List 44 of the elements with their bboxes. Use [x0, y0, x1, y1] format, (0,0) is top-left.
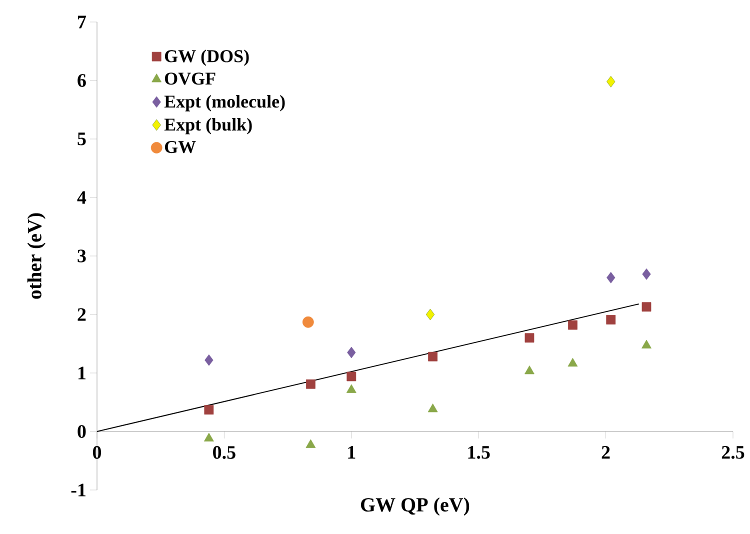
legend-label: OVGF [164, 72, 216, 85]
y-tick-label: 6 [78, 74, 86, 87]
point [642, 268, 651, 280]
point [606, 272, 616, 284]
x-axis-title: GW QP (eV) [360, 498, 470, 516]
x-tick-label: 1 [348, 446, 356, 459]
y-axis-title: other (eV) [27, 213, 46, 299]
legend-label: Expt (molecule) [164, 94, 285, 112]
x-tick-label: 1.5 [468, 446, 490, 459]
y-tick-label: -1 [71, 484, 86, 496]
point [606, 315, 616, 324]
point [346, 384, 356, 393]
point [524, 333, 534, 343]
x-tick-label: 0.5 [213, 446, 236, 459]
point [204, 405, 214, 415]
point [642, 302, 652, 312]
point [428, 404, 438, 412]
point [302, 316, 314, 328]
point [568, 320, 578, 330]
y-tick-label: 7 [78, 16, 86, 28]
point [346, 372, 356, 382]
point [347, 346, 356, 358]
y-tick-label: 4 [77, 191, 86, 204]
point [306, 439, 316, 448]
y-tick-label: 2 [78, 308, 86, 321]
point [204, 354, 214, 366]
legend-label: GW [164, 140, 196, 154]
point [642, 340, 652, 348]
point [568, 358, 578, 367]
y-tick-label: 3 [78, 250, 86, 262]
legend-label: GW (DOS) [164, 50, 249, 66]
point [204, 432, 214, 442]
point [306, 379, 316, 389]
point [524, 366, 534, 374]
y-tick-label: 5 [78, 132, 86, 146]
point [428, 352, 438, 362]
legend-label: Expt (bulk) [164, 118, 252, 134]
x-tick-label: 2 [602, 446, 610, 459]
point [426, 308, 435, 320]
x-tick-label: 0 [92, 446, 102, 459]
y-tick-label: 0 [78, 425, 86, 438]
x-tick-label: 2.5 [722, 446, 744, 459]
point [606, 76, 616, 88]
y-tick-label: 1 [78, 366, 86, 380]
